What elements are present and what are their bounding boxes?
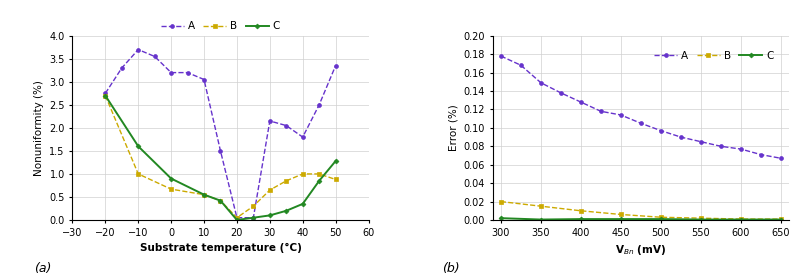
B: [314, 172, 324, 175]
B: [331, 178, 341, 181]
Legend: A, B, C: A, B, C: [650, 46, 778, 65]
C: [282, 209, 291, 212]
B: [536, 205, 546, 208]
C: [265, 214, 275, 217]
A: [516, 64, 526, 67]
C: [314, 179, 324, 183]
A: [576, 100, 586, 104]
B: [101, 94, 110, 97]
B: [265, 188, 275, 192]
A: [298, 135, 308, 139]
A: [101, 92, 110, 95]
A: [596, 110, 605, 113]
C: [101, 94, 110, 97]
A: [216, 149, 225, 153]
C: [536, 218, 546, 221]
B: [736, 218, 745, 221]
Line: C: C: [104, 94, 337, 222]
Text: (b): (b): [443, 262, 460, 275]
B: [232, 216, 241, 219]
Y-axis label: Nonuniformity (%): Nonuniformity (%): [34, 80, 43, 176]
C: [696, 218, 706, 221]
A: [199, 78, 208, 81]
X-axis label: Substrate temperature (°C): Substrate temperature (°C): [139, 243, 301, 253]
X-axis label: V$_{Bn}$ (mV): V$_{Bn}$ (mV): [615, 243, 667, 257]
B: [249, 205, 258, 208]
C: [134, 145, 143, 148]
B: [216, 199, 225, 202]
C: [576, 218, 586, 221]
A: [183, 71, 192, 74]
B: [656, 216, 666, 219]
C: [616, 218, 625, 221]
C: [232, 218, 241, 222]
A: [716, 145, 726, 148]
C: [249, 216, 258, 219]
C: [199, 193, 208, 196]
A: [636, 122, 646, 125]
B: [282, 179, 291, 183]
A: [134, 48, 143, 51]
A: [232, 216, 241, 219]
A: [282, 124, 291, 127]
C: [776, 218, 786, 221]
C: [736, 218, 745, 221]
A: [756, 153, 766, 156]
A: [117, 66, 126, 70]
B: [167, 188, 176, 191]
B: [496, 200, 506, 203]
C: [656, 218, 666, 221]
A: [249, 216, 258, 219]
A: [616, 113, 625, 117]
A: [496, 54, 506, 58]
A: [776, 157, 786, 160]
A: [656, 129, 666, 132]
A: [676, 136, 686, 139]
Line: B: B: [103, 94, 337, 220]
Y-axis label: Error (%): Error (%): [448, 104, 458, 151]
Line: A: A: [103, 48, 337, 220]
A: [556, 91, 566, 95]
C: [298, 202, 308, 205]
B: [576, 209, 586, 212]
C: [167, 177, 176, 180]
A: [167, 71, 176, 74]
Line: B: B: [499, 200, 782, 221]
A: [331, 64, 341, 67]
B: [616, 213, 625, 216]
A: [696, 140, 706, 143]
B: [298, 172, 308, 175]
A: [150, 55, 159, 58]
Line: C: C: [499, 216, 782, 221]
B: [696, 216, 706, 220]
Legend: A, B, C: A, B, C: [156, 17, 284, 35]
A: [736, 147, 745, 151]
B: [134, 172, 143, 175]
C: [496, 216, 506, 220]
B: [199, 193, 208, 196]
A: [536, 81, 546, 84]
C: [331, 160, 341, 163]
Line: A: A: [499, 54, 782, 160]
C: [216, 199, 225, 202]
A: [265, 119, 275, 123]
Text: (a): (a): [34, 262, 52, 275]
B: [776, 218, 786, 221]
A: [314, 103, 324, 106]
